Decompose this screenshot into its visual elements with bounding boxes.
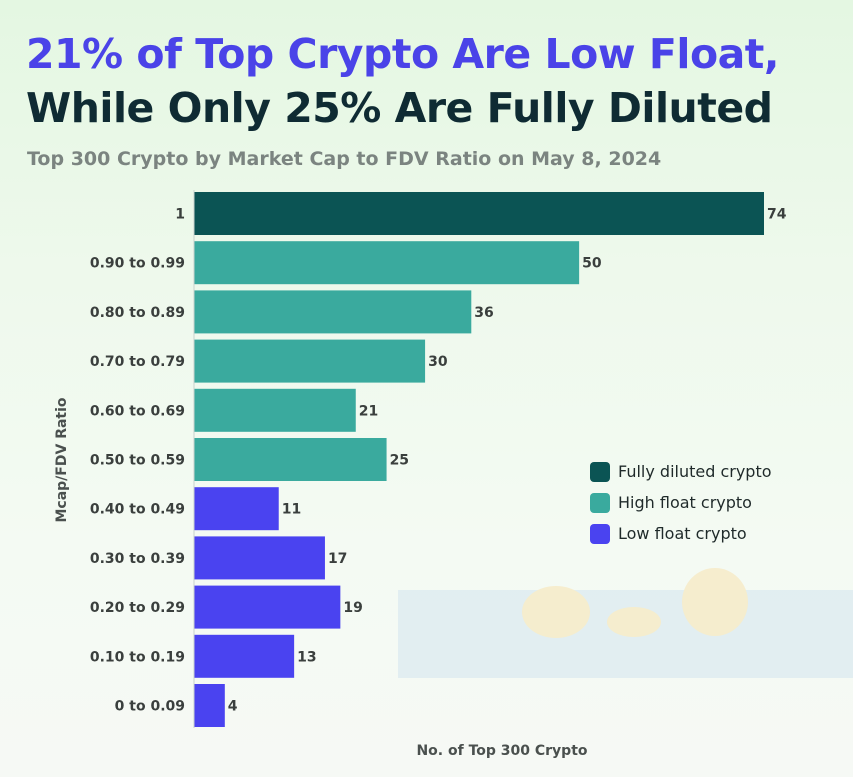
bar-0-to-0-09: [194, 684, 225, 727]
chart-title-line1: 21% of Top Crypto Are Low Float,: [26, 30, 779, 78]
legend-label: High float crypto: [618, 493, 752, 512]
data-label: 21: [359, 403, 378, 419]
y-tick-label: 0 to 0.09: [115, 699, 185, 715]
data-label: 19: [343, 600, 362, 616]
legend-label: Low float crypto: [618, 524, 747, 543]
bars-group: 74 1 50 0.90 to 0.99 36 0.80 to 0.89 30 0.70 to…: [90, 192, 787, 727]
chart-subtitle: Top 300 Crypto by Market Cap to FDV Rati…: [27, 148, 662, 170]
data-label: 11: [282, 502, 301, 518]
bar-0-50-to-0-59: [194, 438, 387, 481]
bar-0-30-to-0-39: [194, 536, 325, 580]
data-label: 30: [428, 354, 448, 370]
x-axis-label: No. of Top 300 Crypto: [416, 743, 587, 759]
data-label: 25: [390, 453, 409, 469]
y-tick-label: 0.60 to 0.69: [90, 403, 185, 419]
legend-swatch: [590, 492, 610, 513]
data-label: 13: [297, 649, 316, 665]
legend-swatch: [590, 523, 610, 544]
legend: Fully diluted crypto High float crypto L…: [590, 456, 772, 549]
legend-swatch: [590, 461, 610, 482]
bar-0-60-to-0-69: [194, 388, 356, 432]
bar-1: [194, 192, 764, 235]
bar-0-40-to-0-49: [194, 487, 279, 531]
y-tick-label: 0.30 to 0.39: [90, 551, 185, 567]
data-label: 4: [228, 699, 238, 715]
y-tick-label: 1: [175, 207, 185, 223]
legend-item-high-float: High float crypto: [590, 487, 772, 518]
data-label: 50: [582, 256, 602, 272]
y-tick-label: 0.90 to 0.99: [90, 256, 185, 272]
bar-0-10-to-0-19: [194, 634, 295, 678]
y-axis-label: Mcap/FDV Ratio: [54, 397, 70, 522]
bar-0-20-to-0-29: [194, 585, 341, 629]
y-tick-label: 0.10 to 0.19: [90, 649, 185, 665]
legend-item-fully-diluted: Fully diluted crypto: [590, 456, 772, 487]
y-tick-label: 0.50 to 0.59: [90, 453, 185, 469]
bar-0-90-to-0-99: [194, 241, 580, 285]
y-tick-label: 0.70 to 0.79: [90, 354, 185, 370]
y-tick-label: 0.80 to 0.89: [90, 305, 185, 321]
y-tick-label: 0.40 to 0.49: [90, 502, 185, 518]
data-label: 74: [767, 207, 787, 223]
legend-label: Fully diluted crypto: [618, 462, 772, 481]
data-label: 17: [328, 551, 347, 567]
bar-0-80-to-0-89: [194, 290, 472, 334]
y-tick-label: 0.20 to 0.29: [90, 600, 185, 616]
bar-0-70-to-0-79: [194, 339, 426, 383]
legend-item-low-float: Low float crypto: [590, 518, 772, 549]
data-label: 36: [474, 305, 493, 321]
decorative-background: [398, 568, 853, 678]
chart-title-line2: While Only 25% Are Fully Diluted: [26, 84, 773, 132]
